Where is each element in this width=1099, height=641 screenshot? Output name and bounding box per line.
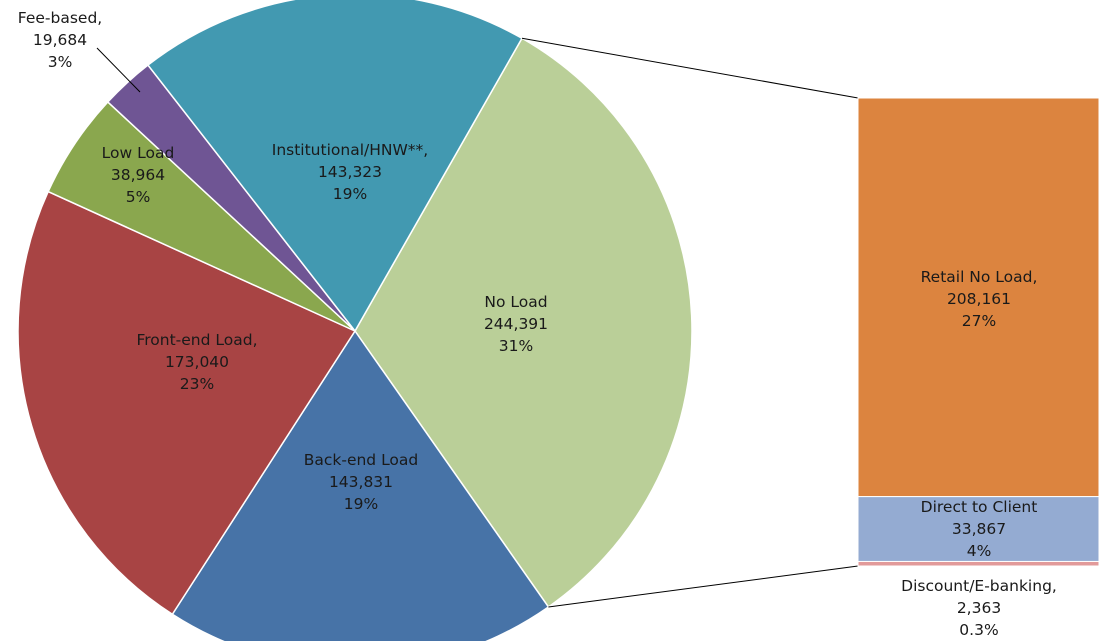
- pie-slice-front-end-load: [17, 190, 357, 616]
- connector-line-top: [521, 37, 859, 99]
- pie-slice-no-load: [354, 37, 693, 609]
- leader-line-fee-based: [96, 47, 141, 93]
- connector-line-bottom: [548, 565, 859, 608]
- slice-label-no-load: No Load 244,391 31%: [484, 293, 548, 355]
- slice-label-fee-based: Fee-based, 19,684 3%: [18, 9, 102, 71]
- pie-slice-back-end-load: [171, 329, 550, 641]
- pie-slice-institutional-hnw: [146, 0, 523, 333]
- segment-label-retail-no-load: Retail No Load, 208,161 27%: [921, 268, 1038, 330]
- segment-label-direct-to-client: Direct to Client 33,867 4%: [921, 498, 1038, 560]
- bar-segment-direct-to-client: [857, 496, 1099, 562]
- slice-label-institutional-hnw: Institutional/HNW**, 143,323 19%: [272, 141, 428, 203]
- connector-lines: [521, 37, 859, 608]
- bar-segment-discount-e-banking: [857, 560, 1099, 567]
- segment-label-discount-e-banking: Discount/E-banking, 2,363 0.3%: [901, 577, 1057, 639]
- slice-label-low-load: Low Load 38,964 5%: [102, 144, 175, 206]
- bar-segment-retail-no-load: [857, 97, 1099, 498]
- data-labels: No Load 244,391 31% Back-end Load 143,831 19%…: [18, 9, 1057, 639]
- pie-slices: [17, 0, 693, 641]
- slice-label-front-end-load: Front-end Load, 173,040 23%: [136, 331, 257, 393]
- slice-label-back-end-load: Back-end Load 143,831 19%: [304, 451, 419, 513]
- breakdown-bar: [857, 97, 1099, 567]
